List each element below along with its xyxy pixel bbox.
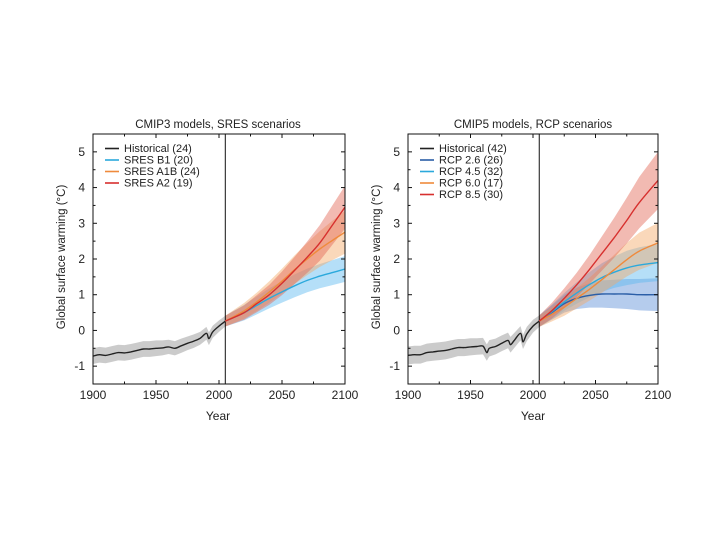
x-tick-label: 2050 <box>269 388 296 402</box>
series-band <box>93 315 226 364</box>
series-line <box>92 320 226 357</box>
x-tick-label: 1900 <box>80 388 107 402</box>
legend-label: RCP 2.6 (26) <box>439 155 503 167</box>
y-tick-label: -1 <box>389 359 400 373</box>
y-tick-label: 0 <box>393 323 400 337</box>
y-tick-label: 5 <box>393 145 400 159</box>
series-band <box>225 210 345 327</box>
x-tick-label: 2000 <box>520 388 547 402</box>
series-lines <box>407 179 659 357</box>
chart-title: CMIP5 models, RCP scenarios <box>454 119 613 131</box>
series-band <box>539 278 658 327</box>
y-tick-label: 2 <box>393 252 400 266</box>
series-band <box>225 185 345 327</box>
legend-label: RCP 4.5 (32) <box>439 166 503 178</box>
legend-label: Historical (42) <box>439 143 507 155</box>
series-band <box>539 244 658 327</box>
legend-label: SRES A2 (19) <box>124 178 192 190</box>
y-tick-label: 1 <box>393 288 400 302</box>
x-tick-label: 1950 <box>143 388 170 402</box>
series-line <box>225 206 346 322</box>
legend-label: RCP 8.5 (30) <box>439 189 503 201</box>
panel-cmip5: CMIP5 models, RCP scenarios Year Global … <box>371 119 672 423</box>
y-tick-label: 4 <box>78 181 85 195</box>
series-line <box>538 261 659 322</box>
x-tick-label: 1950 <box>457 388 484 402</box>
y-tick-label: -1 <box>74 359 85 373</box>
y-tick-label: 3 <box>393 216 400 230</box>
legend-label: SRES B1 (20) <box>124 155 193 167</box>
series-line <box>538 293 659 322</box>
series-lines <box>92 206 346 357</box>
series-line <box>538 179 659 322</box>
panel-cmip3: CMIP3 models, SRES scenarios Year Global… <box>56 119 359 423</box>
series-band <box>225 256 345 327</box>
bands <box>93 185 345 364</box>
y-tick-label: 5 <box>78 145 85 159</box>
x-axis-label: Year <box>521 409 545 423</box>
x-tick-label: 1900 <box>395 388 422 402</box>
y-tick-label: 4 <box>393 181 400 195</box>
x-tick-label: 2000 <box>206 388 233 402</box>
legend-label: Historical (24) <box>124 143 192 155</box>
y-tick-label: 3 <box>78 216 85 230</box>
y-tick-label: 2 <box>78 252 85 266</box>
series-line <box>407 320 540 357</box>
series-band <box>539 151 658 327</box>
y-axis-label: Global surface warming (°C) <box>371 185 383 330</box>
x-tick-label: 2100 <box>645 388 672 402</box>
chart-title: CMIP3 models, SRES scenarios <box>135 119 301 131</box>
y-axis-label: Global surface warming (°C) <box>56 185 68 330</box>
legend: Historical (24)SRES B1 (20)SRES A1B (24)… <box>105 143 200 190</box>
y-tick-label: 0 <box>78 323 85 337</box>
series-band <box>408 315 540 365</box>
legend-label: RCP 6.0 (17) <box>439 178 503 190</box>
legend-label: SRES A1B (24) <box>124 166 200 178</box>
x-tick-label: 2050 <box>582 388 609 402</box>
x-tick-label: 2100 <box>332 388 359 402</box>
y-tick-label: 1 <box>78 288 85 302</box>
legend: Historical (42)RCP 2.6 (26)RCP 4.5 (32)R… <box>420 143 507 201</box>
x-axis-label: Year <box>206 409 230 423</box>
series-line <box>538 242 659 322</box>
series-line <box>224 231 346 322</box>
